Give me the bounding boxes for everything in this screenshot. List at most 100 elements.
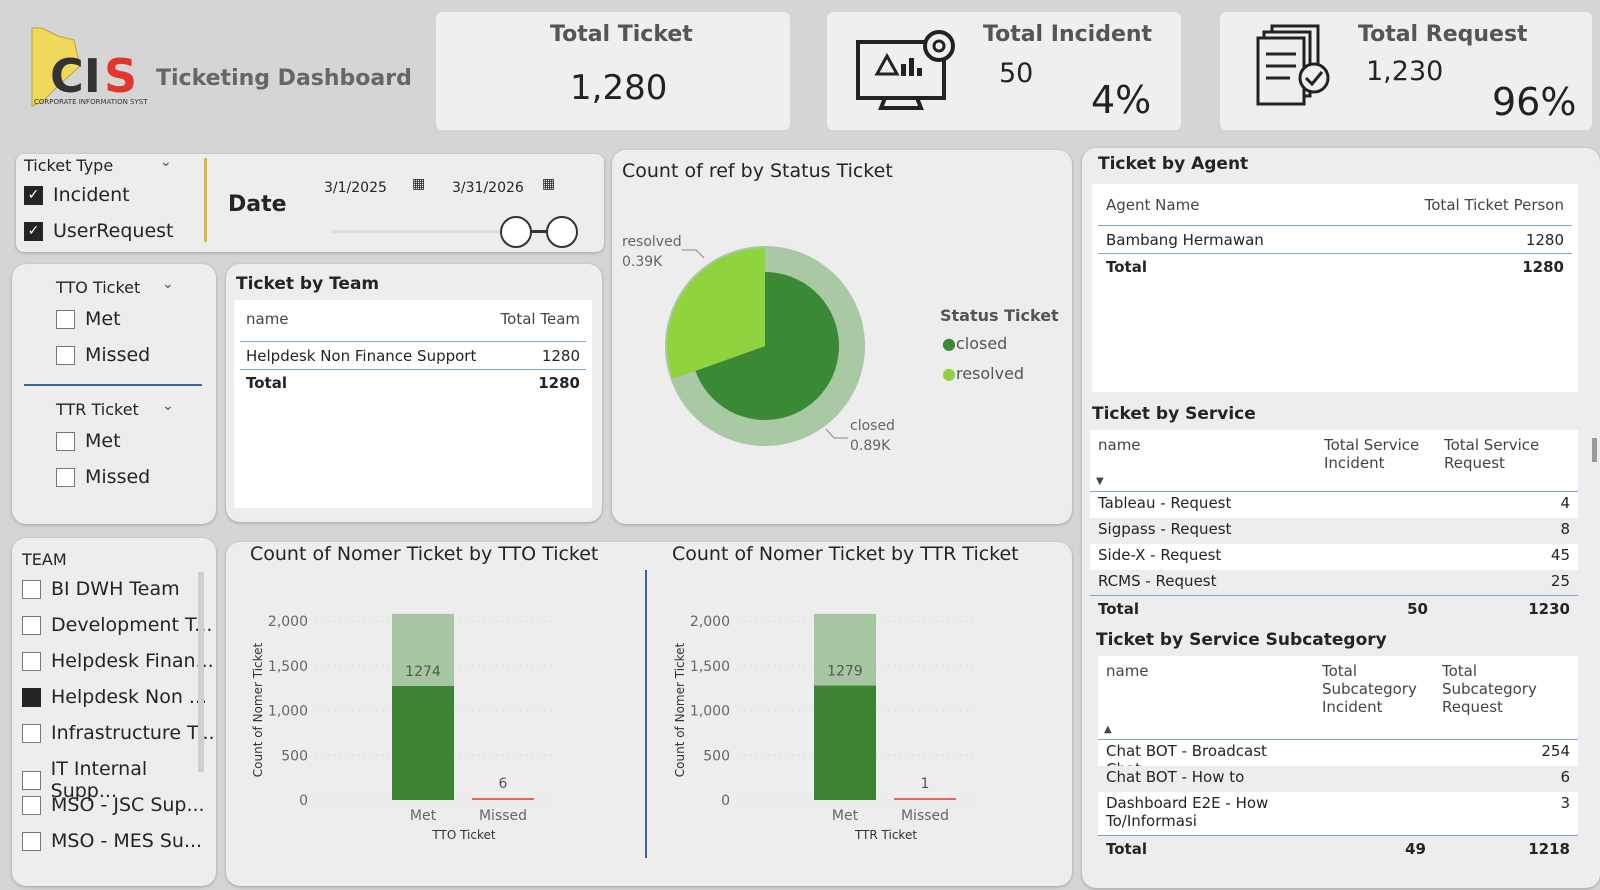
team-option[interactable]: MSO - MES Su... — [22, 830, 202, 852]
option-label: Met — [85, 430, 121, 452]
ticket-type-incident[interactable]: ✓ Incident — [24, 184, 130, 206]
date-label: Date — [228, 192, 287, 217]
scrollbar[interactable] — [1592, 438, 1597, 462]
cell: 1280 — [1522, 258, 1564, 276]
checkbox[interactable] — [56, 309, 75, 329]
team-option[interactable]: Infrastructure T... — [22, 722, 215, 744]
checkbox[interactable] — [22, 687, 41, 707]
sort-ascending-icon[interactable]: ▲ — [1104, 724, 1112, 735]
team-option[interactable]: BI DWH Team — [22, 578, 180, 600]
pie-chart: closed 0.89K resolved 0.39K — [622, 234, 895, 454]
team-option[interactable]: Helpdesk Non ... — [22, 686, 207, 708]
checkbox[interactable] — [56, 467, 75, 487]
bar-met[interactable] — [392, 685, 454, 800]
column-header[interactable]: Total Subcategory Request — [1442, 662, 1537, 716]
checkbox[interactable] — [22, 770, 41, 790]
cell: 50 — [1407, 600, 1428, 618]
cell: 49 — [1405, 840, 1426, 858]
legend-item-closed[interactable]: ●closed — [942, 334, 1007, 353]
scrollbar[interactable] — [198, 572, 204, 772]
column-header-name[interactable]: Agent Name — [1106, 195, 1200, 214]
panel-title: Ticket by Team — [236, 274, 380, 294]
data-label: 1 — [921, 776, 930, 792]
legend-item-resolved[interactable]: ●resolved — [942, 364, 1024, 383]
column-header[interactable]: name — [1098, 436, 1141, 454]
legend-title: Status Ticket — [940, 306, 1059, 325]
column-header[interactable]: Total Service Request — [1444, 436, 1540, 472]
y-tick-label: 2,000 — [268, 614, 308, 630]
bar-missed[interactable] — [472, 798, 534, 800]
team-option[interactable]: Helpdesk Finan... — [22, 650, 214, 672]
table-row: RCMS - Request 25 — [1090, 570, 1578, 596]
bar-charts: Count of Nomer Ticket by TTO Ticket 0 500 1… — [250, 543, 1019, 858]
ttr-met[interactable]: Met — [56, 430, 121, 452]
table-header: Agent Name Total Ticket Person — [1098, 184, 1572, 226]
pie-slice-resolved[interactable] — [667, 248, 765, 380]
chevron-down-icon[interactable]: ⌄ — [160, 154, 172, 170]
team-option[interactable]: IT Internal Supp... — [22, 758, 216, 802]
date-end-input[interactable]: 3/31/2026 — [452, 180, 524, 196]
date-slider-start-handle[interactable] — [500, 216, 532, 248]
legend-label: resolved — [955, 364, 1025, 383]
leader-line — [825, 428, 848, 439]
svg-text:S: S — [104, 49, 137, 103]
team-option[interactable]: Development T... — [22, 614, 212, 636]
pie-slice-closed[interactable] — [695, 272, 839, 421]
checkbox[interactable] — [56, 345, 75, 365]
kpi-value: 1,230 — [1366, 56, 1444, 87]
chevron-down-icon[interactable]: ⌄ — [162, 398, 174, 414]
column-header[interactable]: Total Service Incident — [1324, 436, 1420, 472]
cell: 3 — [1560, 794, 1570, 812]
checkbox[interactable] — [22, 831, 41, 851]
column-header[interactable]: Total Subcategory Incident — [1322, 662, 1417, 716]
column-header-total[interactable]: Total Ticket Person — [1424, 195, 1564, 214]
checkbox[interactable] — [22, 615, 41, 635]
table-total-row: Total 50 1230 — [1090, 596, 1578, 622]
table-row: Chat BOT - Broadcast Chat 254 — [1098, 740, 1578, 766]
table-row: Tableau - Request 4 — [1090, 492, 1578, 518]
kpi-percent: 4% — [1091, 78, 1152, 122]
kpi-total-request: Total Request 1,230 96% — [1220, 12, 1592, 130]
cell: Total — [1106, 840, 1147, 858]
column-header-name[interactable]: name — [246, 310, 289, 328]
option-label: Missed — [85, 466, 151, 488]
checkbox[interactable]: ✓ — [24, 185, 43, 205]
calendar-icon[interactable]: ▦ — [542, 176, 556, 192]
checkbox[interactable] — [56, 431, 75, 451]
bar-missed[interactable] — [894, 798, 956, 800]
cell: 25 — [1550, 572, 1570, 590]
table-total-row: Total 49 1218 — [1098, 836, 1578, 862]
data-label: 6 — [499, 776, 508, 792]
bar-met[interactable] — [814, 685, 876, 800]
checkbox[interactable] — [22, 651, 41, 671]
checkbox[interactable]: ✓ — [24, 221, 43, 241]
date-start-input[interactable]: 3/1/2025 — [324, 180, 387, 196]
checkbox[interactable] — [22, 795, 41, 815]
tto-missed[interactable]: Missed — [56, 344, 150, 366]
cell: Total — [246, 374, 287, 392]
cell — [1314, 766, 1434, 792]
y-tick-label: 2,000 — [690, 614, 730, 630]
ttr-missed[interactable]: Missed — [56, 466, 150, 488]
cell: Chat BOT - Broadcast Chat — [1106, 742, 1267, 766]
data-label-closed: closed 0.89K — [850, 418, 895, 454]
cell: Side-X - Request — [1098, 546, 1222, 564]
option-label: Helpdesk Finan... — [51, 650, 214, 672]
cell: Sigpass - Request — [1098, 520, 1232, 538]
ticket-type-userrequest[interactable]: ✓ UserRequest — [24, 220, 174, 242]
checkbox[interactable] — [22, 579, 41, 599]
sort-descending-icon[interactable]: ▼ — [1096, 476, 1104, 487]
calendar-icon[interactable]: ▦ — [412, 176, 426, 192]
table-total-row: Total 1280 — [1098, 254, 1572, 280]
column-header[interactable]: name — [1106, 662, 1149, 680]
tto-met[interactable]: Met — [56, 308, 121, 330]
option-label: Incident — [53, 184, 130, 206]
checkbox[interactable] — [22, 723, 41, 743]
team-option[interactable]: MSO - JSC Sup... — [22, 794, 205, 816]
date-slider-end-handle[interactable] — [546, 216, 578, 248]
column-header-total[interactable]: Total Team — [500, 310, 580, 328]
date-slider-track[interactable] — [332, 230, 572, 233]
y-tick-label: 1,500 — [268, 659, 308, 675]
chevron-down-icon[interactable]: ⌄ — [162, 276, 174, 292]
x-tick-label: Missed — [901, 808, 949, 824]
